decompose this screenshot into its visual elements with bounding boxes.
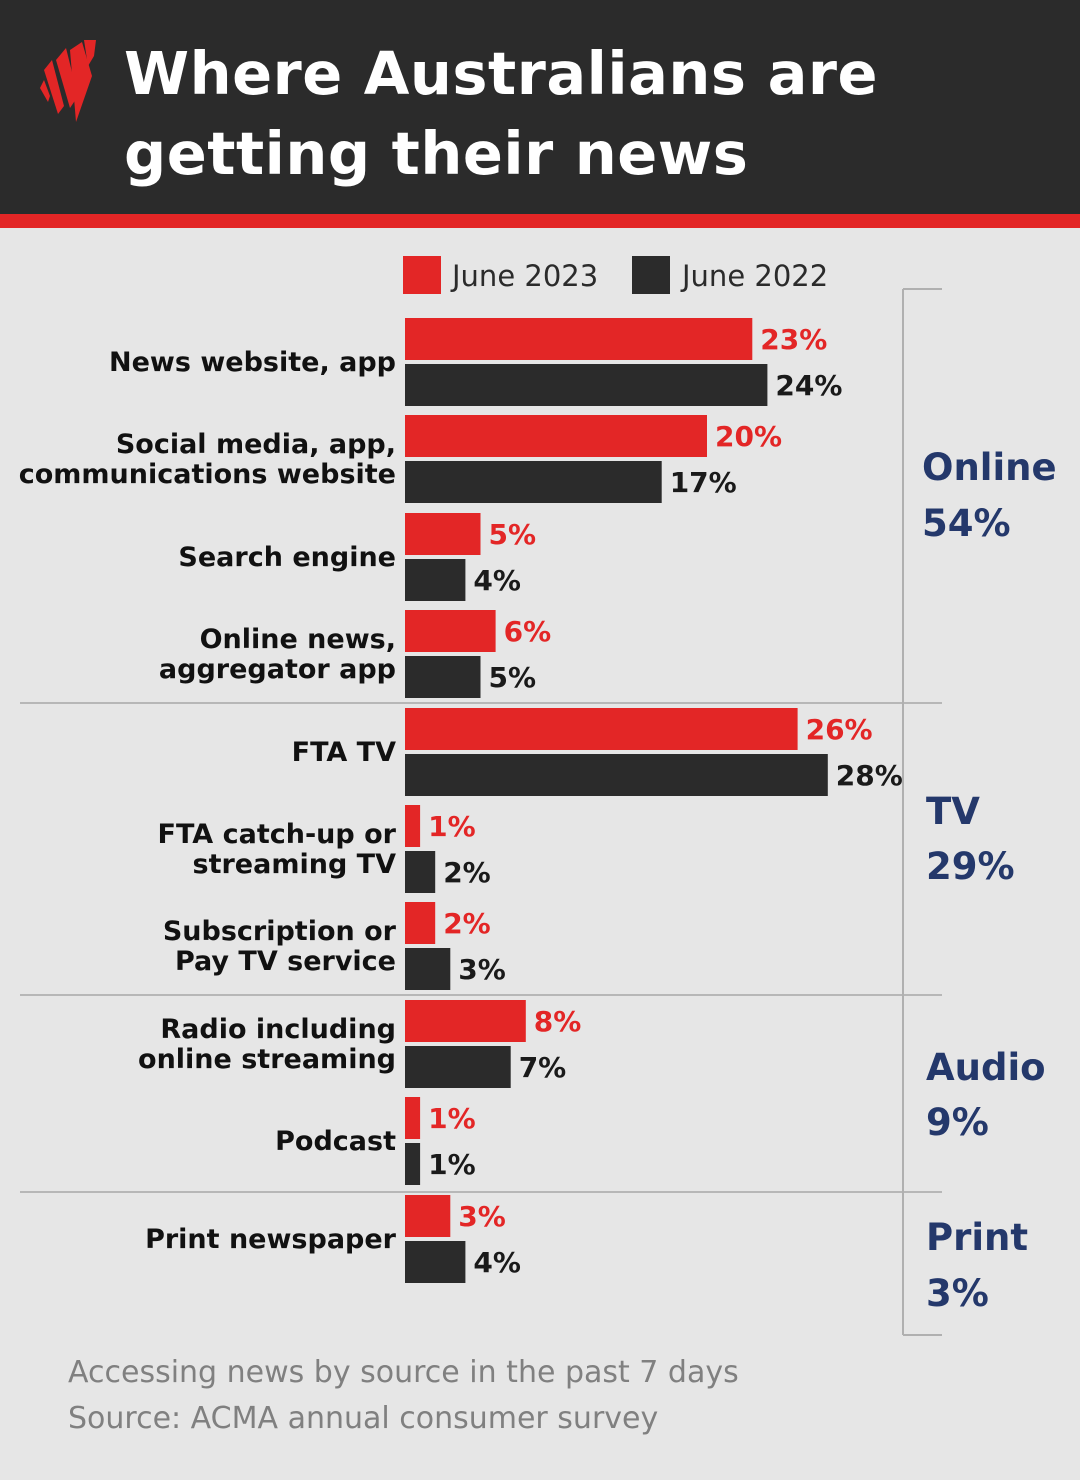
category-label: communications website bbox=[19, 459, 396, 490]
bar-2022 bbox=[405, 1143, 421, 1185]
category-label: Search engine bbox=[178, 542, 396, 573]
bar-2023 bbox=[405, 415, 707, 457]
category-label: Print newspaper bbox=[145, 1224, 397, 1255]
group-name: Online bbox=[922, 446, 1057, 489]
category-label: News website, app bbox=[109, 347, 396, 378]
data-label-2023: 1% bbox=[428, 1102, 476, 1135]
bar-2023 bbox=[405, 1195, 451, 1237]
legend-label: June 2022 bbox=[680, 259, 828, 293]
data-label-2023: 2% bbox=[443, 907, 491, 940]
data-label-2023: 8% bbox=[534, 1005, 582, 1038]
brand-logo-icon bbox=[40, 40, 96, 122]
category-label: Podcast bbox=[275, 1126, 396, 1157]
bar-2023 bbox=[405, 1097, 421, 1139]
bar-2022 bbox=[405, 656, 481, 698]
bar-2023 bbox=[405, 805, 421, 847]
header-accent-rule bbox=[0, 214, 1080, 228]
bar-2023 bbox=[405, 708, 798, 750]
title-line-1: Where Australians are bbox=[124, 39, 878, 108]
data-label-2023: 6% bbox=[504, 615, 552, 648]
bar-2022 bbox=[405, 461, 662, 503]
bar-2023 bbox=[405, 1000, 526, 1042]
data-label-2022: 2% bbox=[443, 856, 491, 889]
category-label: Online news, bbox=[200, 624, 396, 655]
data-label-2023: 3% bbox=[458, 1200, 506, 1233]
bar-2023 bbox=[405, 513, 481, 555]
legend-label: June 2023 bbox=[450, 259, 598, 293]
data-label-2022: 24% bbox=[775, 369, 842, 402]
category-label: streaming TV bbox=[193, 849, 397, 880]
category-label: aggregator app bbox=[159, 654, 396, 685]
chart-note: Accessing news by source in the past 7 d… bbox=[68, 1355, 739, 1390]
data-label-2022: 3% bbox=[458, 953, 506, 986]
group-total: 54% bbox=[922, 502, 1011, 545]
data-label-2023: 23% bbox=[760, 323, 827, 356]
group-total: 29% bbox=[926, 845, 1015, 888]
category-label: online streaming bbox=[138, 1044, 396, 1075]
data-label-2022: 4% bbox=[473, 564, 521, 597]
data-label-2022: 5% bbox=[489, 661, 537, 694]
bar-2022 bbox=[405, 1241, 466, 1283]
bar-2022 bbox=[405, 754, 828, 796]
data-label-2022: 28% bbox=[836, 759, 903, 792]
bar-2022 bbox=[405, 1046, 511, 1088]
category-label: Pay TV service bbox=[175, 946, 396, 977]
bar-2022 bbox=[405, 364, 768, 406]
data-label-2023: 5% bbox=[489, 518, 537, 551]
data-label-2022: 7% bbox=[519, 1051, 567, 1084]
legend-swatch bbox=[403, 256, 441, 294]
bar-2023 bbox=[405, 902, 436, 944]
legend-swatch bbox=[632, 256, 670, 294]
category-label: FTA TV bbox=[292, 737, 396, 768]
category-label: FTA catch-up or bbox=[158, 819, 397, 850]
data-label-2022: 17% bbox=[670, 466, 737, 499]
title-line-2: getting their news bbox=[124, 119, 749, 188]
group-total: 3% bbox=[926, 1272, 989, 1315]
page-title: Where Australians are getting their news bbox=[124, 34, 1024, 194]
data-label-2022: 1% bbox=[428, 1148, 476, 1181]
data-label-2023: 1% bbox=[428, 810, 476, 843]
group-total: 9% bbox=[926, 1101, 989, 1144]
bar-2022 bbox=[405, 559, 466, 601]
data-label-2023: 20% bbox=[715, 420, 782, 453]
group-name: Print bbox=[926, 1216, 1028, 1259]
bar-2023 bbox=[405, 318, 753, 360]
data-label-2022: 4% bbox=[473, 1246, 521, 1279]
chart-source: Source: ACMA annual consumer survey bbox=[68, 1401, 659, 1436]
group-name: Audio bbox=[926, 1046, 1046, 1089]
category-label: Social media, app, bbox=[116, 429, 396, 460]
data-label-2023: 26% bbox=[806, 713, 873, 746]
bar-2023 bbox=[405, 610, 496, 652]
header-bar: Where Australians are getting their news bbox=[0, 0, 1080, 214]
bar-2022 bbox=[405, 948, 451, 990]
category-label: Subscription or bbox=[163, 916, 397, 947]
group-name: TV bbox=[926, 790, 980, 833]
chart-footer: Accessing news by source in the past 7 d… bbox=[68, 1350, 968, 1442]
bar-2022 bbox=[405, 851, 436, 893]
category-label: Radio including bbox=[160, 1014, 396, 1045]
